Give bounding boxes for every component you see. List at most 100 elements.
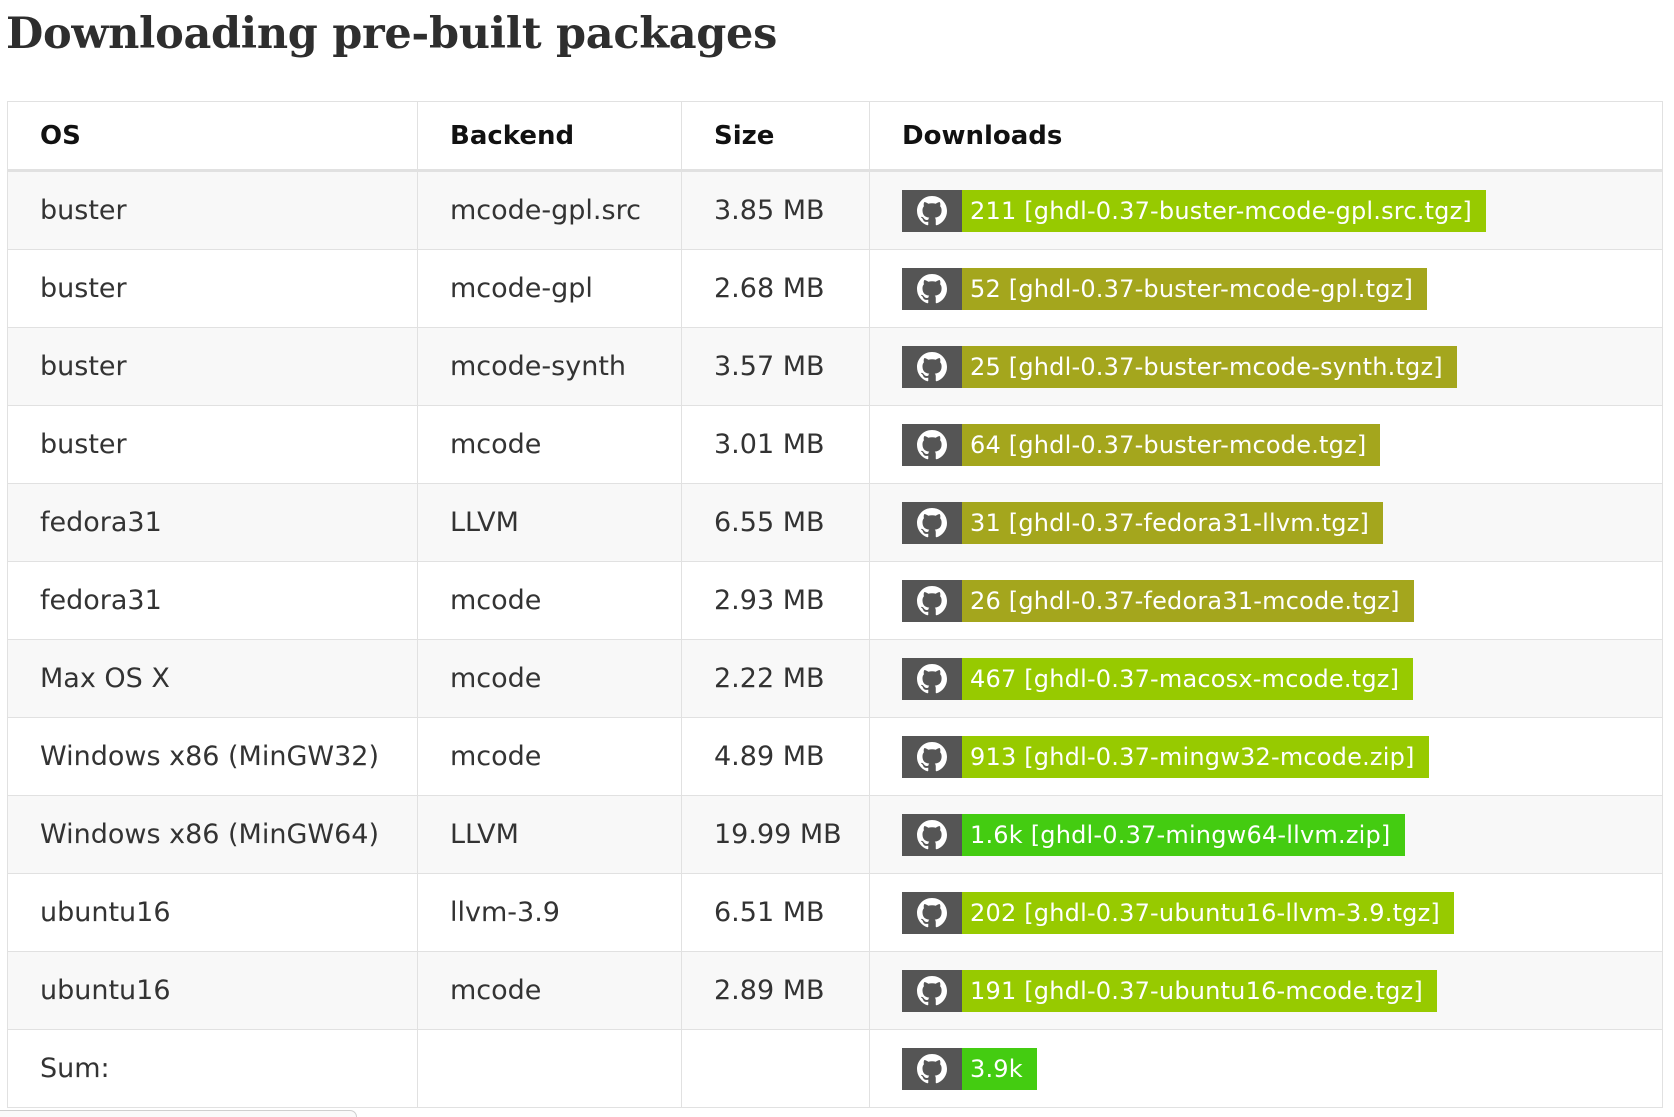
download-count-label: 202 [ghdl-0.37-ubuntu16-llvm-3.9.tgz] [962, 891, 1454, 934]
table-row: buster mcode-gpl.src 3.85 MB 211 [ghdl-0.37… [7, 170, 1663, 250]
cell-backend: mcode [417, 405, 682, 484]
cell-backend: mcode [417, 561, 682, 640]
table-body: buster mcode-gpl.src 3.85 MB 211 [ghdl-0.37… [7, 170, 1663, 1108]
cell-os: Windows x86 (MinGW32) [7, 717, 418, 796]
table-row: Sum: 3.9k [7, 1029, 1663, 1108]
download-badge[interactable]: 26 [ghdl-0.37-fedora31-mcode.tgz] [902, 579, 1414, 622]
packages-table: OS Backend Size Downloads buster mcode-gp… [7, 101, 1663, 1108]
page-title: Downloading pre-built packages [6, 9, 777, 59]
github-icon [902, 969, 962, 1012]
cell-downloads: 191 [ghdl-0.37-ubuntu16-mcode.tgz] [869, 951, 1663, 1030]
github-icon [902, 891, 962, 934]
download-badge[interactable]: 913 [ghdl-0.37-mingw32-mcode.zip] [902, 735, 1429, 778]
github-icon [902, 813, 962, 856]
cell-downloads: 3.9k [869, 1029, 1663, 1108]
cell-downloads: 211 [ghdl-0.37-buster-mcode-gpl.src.tgz] [869, 170, 1663, 250]
cell-os: buster [7, 405, 418, 484]
cell-os: ubuntu16 [7, 951, 418, 1030]
table-row: buster mcode 3.01 MB 64 [ghdl-0.37-buster-m… [7, 405, 1663, 484]
cell-downloads: 31 [ghdl-0.37-fedora31-llvm.tgz] [869, 483, 1663, 562]
cell-backend: LLVM [417, 795, 682, 874]
download-badge[interactable]: 1.6k [ghdl-0.37-mingw64-llvm.zip] [902, 813, 1405, 856]
download-badge[interactable]: 52 [ghdl-0.37-buster-mcode-gpl.tgz] [902, 267, 1428, 310]
cell-size [681, 1029, 870, 1108]
download-count-label: 913 [ghdl-0.37-mingw32-mcode.zip] [962, 735, 1429, 778]
table-row: ubuntu16 mcode 2.89 MB 191 [ghdl-0.37-ubunt… [7, 951, 1663, 1030]
table-row: buster mcode-synth 3.57 MB 25 [ghdl-0.37-bu… [7, 327, 1663, 406]
cell-os: buster [7, 170, 418, 250]
cell-os: Max OS X [7, 639, 418, 718]
bottom-overlay-edge [0, 1110, 357, 1117]
column-header-downloads: Downloads [869, 101, 1663, 172]
cell-os: Windows x86 (MinGW64) [7, 795, 418, 874]
download-badge[interactable]: 191 [ghdl-0.37-ubuntu16-mcode.tgz] [902, 969, 1437, 1012]
cell-backend [417, 1029, 682, 1108]
download-count-label: 467 [ghdl-0.37-macosx-mcode.tgz] [962, 657, 1414, 700]
download-badge[interactable]: 211 [ghdl-0.37-buster-mcode-gpl.src.tgz] [902, 189, 1486, 232]
cell-os: ubuntu16 [7, 873, 418, 952]
cell-size: 3.01 MB [681, 405, 870, 484]
table-header: OS Backend Size Downloads [7, 101, 1663, 172]
cell-size: 3.85 MB [681, 170, 870, 250]
cell-backend: mcode-gpl.src [417, 170, 682, 250]
cell-size: 2.89 MB [681, 951, 870, 1030]
github-icon [902, 657, 962, 700]
cell-os: fedora31 [7, 483, 418, 562]
cell-os: buster [7, 327, 418, 406]
download-count-label: 211 [ghdl-0.37-buster-mcode-gpl.src.tgz] [962, 189, 1486, 232]
cell-backend: mcode-synth [417, 327, 682, 406]
table-row: buster mcode-gpl 2.68 MB 52 [ghdl-0.37-bust… [7, 249, 1663, 328]
column-header-backend: Backend [417, 101, 682, 172]
github-icon [902, 501, 962, 544]
header-row: OS Backend Size Downloads [7, 101, 1663, 172]
cell-downloads: 1.6k [ghdl-0.37-mingw64-llvm.zip] [869, 795, 1663, 874]
cell-backend: mcode [417, 639, 682, 718]
cell-size: 6.55 MB [681, 483, 870, 562]
cell-backend: LLVM [417, 483, 682, 562]
cell-size: 19.99 MB [681, 795, 870, 874]
cell-downloads: 202 [ghdl-0.37-ubuntu16-llvm-3.9.tgz] [869, 873, 1663, 952]
column-header-size: Size [681, 101, 870, 172]
cell-os: fedora31 [7, 561, 418, 640]
cell-backend: mcode-gpl [417, 249, 682, 328]
download-badge[interactable]: 467 [ghdl-0.37-macosx-mcode.tgz] [902, 657, 1414, 700]
cell-os: buster [7, 249, 418, 328]
download-badge[interactable]: 31 [ghdl-0.37-fedora31-llvm.tgz] [902, 501, 1384, 544]
cell-size: 6.51 MB [681, 873, 870, 952]
cell-os: Sum: [7, 1029, 418, 1108]
download-badge[interactable]: 202 [ghdl-0.37-ubuntu16-llvm-3.9.tgz] [902, 891, 1454, 934]
download-badge[interactable]: 3.9k [902, 1047, 1037, 1090]
download-count-label: 52 [ghdl-0.37-buster-mcode-gpl.tgz] [962, 267, 1428, 310]
cell-size: 2.93 MB [681, 561, 870, 640]
cell-downloads: 25 [ghdl-0.37-buster-mcode-synth.tgz] [869, 327, 1663, 406]
download-count-label: 64 [ghdl-0.37-buster-mcode.tgz] [962, 423, 1381, 466]
cell-downloads: 913 [ghdl-0.37-mingw32-mcode.zip] [869, 717, 1663, 796]
cell-backend: mcode [417, 717, 682, 796]
github-icon [902, 345, 962, 388]
cell-size: 2.68 MB [681, 249, 870, 328]
download-badge[interactable]: 25 [ghdl-0.37-buster-mcode-synth.tgz] [902, 345, 1457, 388]
cell-size: 4.89 MB [681, 717, 870, 796]
download-count-label: 26 [ghdl-0.37-fedora31-mcode.tgz] [962, 579, 1414, 622]
cell-size: 2.22 MB [681, 639, 870, 718]
cell-downloads: 467 [ghdl-0.37-macosx-mcode.tgz] [869, 639, 1663, 718]
github-icon [902, 1047, 962, 1090]
download-count-label: 191 [ghdl-0.37-ubuntu16-mcode.tgz] [962, 969, 1437, 1012]
github-icon [902, 735, 962, 778]
cell-backend: mcode [417, 951, 682, 1030]
download-count-label: 25 [ghdl-0.37-buster-mcode-synth.tgz] [962, 345, 1457, 388]
table-row: Windows x86 (MinGW32) mcode 4.89 MB 913 [gh… [7, 717, 1663, 796]
github-icon [902, 423, 962, 466]
github-icon [902, 189, 962, 232]
table-row: fedora31 mcode 2.93 MB 26 [ghdl-0.37-fedora… [7, 561, 1663, 640]
github-icon [902, 579, 962, 622]
github-icon [902, 267, 962, 310]
cell-downloads: 52 [ghdl-0.37-buster-mcode-gpl.tgz] [869, 249, 1663, 328]
cell-downloads: 26 [ghdl-0.37-fedora31-mcode.tgz] [869, 561, 1663, 640]
table-row: Windows x86 (MinGW64) LLVM 19.99 MB 1.6k [g… [7, 795, 1663, 874]
download-badge[interactable]: 64 [ghdl-0.37-buster-mcode.tgz] [902, 423, 1381, 466]
column-header-os: OS [7, 101, 418, 172]
cell-backend: llvm-3.9 [417, 873, 682, 952]
cell-downloads: 64 [ghdl-0.37-buster-mcode.tgz] [869, 405, 1663, 484]
